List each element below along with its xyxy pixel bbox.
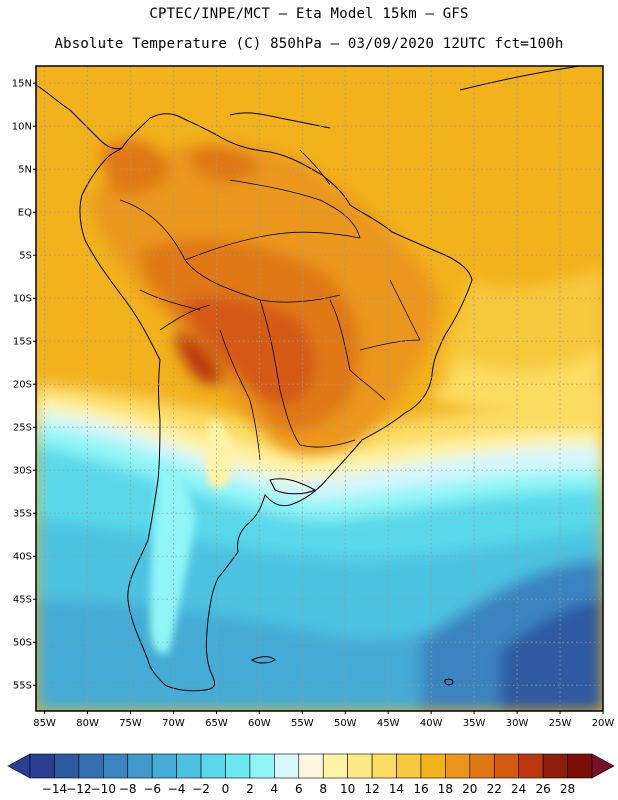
colorbar-label: 28 [560, 782, 575, 796]
colorbar-swatch [29, 753, 55, 779]
graticule [36, 66, 603, 711]
lat-tick-label: 55S [13, 681, 32, 692]
colorbar-swatch [445, 753, 471, 779]
colorbar-label: 16 [413, 782, 428, 796]
colorbar-swatch [54, 753, 80, 779]
colorbar-label: 0 [222, 782, 230, 796]
colorbar-swatch [567, 753, 593, 779]
colorbar-labels: −14 −12 −10 −8 −6 −4 −2 0 2 4 6 8 10 12 14 16 18 20 22 24 26… [42, 782, 575, 796]
colorbar-label: −6 [143, 782, 161, 796]
colorbar-label: 14 [389, 782, 404, 796]
longitude-axis: 85W 80W 75W 70W 65W 60W 55W 50W 45W 40W 35W 30W 25W 2… [33, 711, 614, 729]
lon-tick-label: 40W [420, 718, 443, 729]
colorbar-swatch [518, 753, 544, 779]
lat-tick-label: 10S [13, 294, 32, 305]
colorbar-swatch [396, 753, 422, 779]
lon-tick-label: 70W [162, 718, 185, 729]
lon-tick-label: 60W [248, 718, 271, 729]
colorbar-label: 4 [271, 782, 279, 796]
colorbar-label: −4 [168, 782, 186, 796]
colorbar-swatch [420, 753, 446, 779]
colorbar-label: −8 [119, 782, 137, 796]
colorbar-swatch [298, 753, 324, 779]
colorbar-swatch [225, 753, 251, 779]
colorbar-label: 2 [246, 782, 254, 796]
lat-tick-label: 5N [18, 165, 32, 176]
colorbar-swatch [371, 753, 397, 779]
lon-tick-label: 80W [76, 718, 99, 729]
colorbar-swatch [322, 753, 348, 779]
colorbar-label: 26 [535, 782, 550, 796]
colorbar-swatch [469, 753, 495, 779]
lon-tick-label: 85W [33, 718, 56, 729]
lon-tick-label: 50W [334, 718, 357, 729]
colorbar-arrow-low [7, 753, 31, 779]
lat-tick-label: 25S [13, 423, 32, 434]
lat-tick-label: 5S [19, 251, 32, 262]
lat-tick-label: 15S [13, 337, 32, 348]
colorbar-swatch [151, 753, 177, 779]
lon-tick-label: 30W [506, 718, 529, 729]
lon-tick-label: 20W [592, 718, 615, 729]
colorbar-swatch [542, 753, 568, 779]
lat-tick-label: 10N [12, 122, 32, 133]
lon-tick-label: 35W [463, 718, 486, 729]
colorbar-label: 10 [340, 782, 355, 796]
lat-tick-label: 35S [13, 509, 32, 520]
lon-tick-label: 45W [377, 718, 400, 729]
colorbar-swatch [249, 753, 275, 779]
country-borders [119, 149, 421, 461]
colorbar-label: 22 [487, 782, 502, 796]
lon-tick-label: 55W [291, 718, 314, 729]
temperature-field [36, 66, 603, 711]
colorbar-label: −2 [192, 782, 210, 796]
colorbar-swatch [493, 753, 519, 779]
lon-tick-label: 75W [119, 718, 142, 729]
colorbar [7, 753, 615, 779]
header-subtitle: Absolute Temperature (C) 850hPa – 03/09/… [54, 36, 564, 52]
lon-tick-label: 65W [205, 718, 228, 729]
colorbar-label: 6 [295, 782, 303, 796]
lon-tick-label: 25W [549, 718, 572, 729]
colorbar-swatch [274, 753, 300, 779]
lat-tick-label: EQ [18, 208, 32, 219]
latitude-axis: 15N 10N 5N EQ 5S 10S 15S 20S 25S 30S 35S 40S 45S 50S 5… [12, 79, 36, 692]
colorbar-label: 12 [364, 782, 379, 796]
colorbar-swatch [103, 753, 129, 779]
colorbar-swatch [200, 753, 226, 779]
colorbar-label: −12 [66, 782, 91, 796]
map-frame [35, 65, 604, 712]
lat-tick-label: 20S [13, 380, 32, 391]
colorbar-label: −14 [42, 782, 67, 796]
colorbar-swatch [78, 753, 104, 779]
colorbar-label: −10 [91, 782, 116, 796]
colorbar-label: 20 [462, 782, 477, 796]
colorbar-label: 18 [438, 782, 453, 796]
lat-tick-label: 50S [13, 638, 32, 649]
colorbar-swatch [347, 753, 373, 779]
colorbar-label: 24 [511, 782, 526, 796]
lat-tick-label: 45S [13, 595, 32, 606]
lat-tick-label: 30S [13, 466, 32, 477]
coastline [36, 66, 581, 692]
header-title: CPTEC/INPE/MCT – Eta Model 15km – GFS [149, 6, 469, 22]
lat-tick-label: 40S [13, 552, 32, 563]
lat-tick-label: 15N [12, 79, 32, 90]
colorbar-arrow-high [591, 753, 615, 779]
colorbar-swatch [127, 753, 153, 779]
colorbar-label: 8 [319, 782, 327, 796]
colorbar-swatch [176, 753, 202, 779]
